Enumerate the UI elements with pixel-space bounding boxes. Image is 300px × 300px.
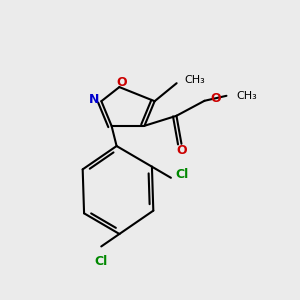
Text: Cl: Cl (94, 255, 108, 268)
Text: O: O (116, 76, 127, 88)
Text: CH₃: CH₃ (184, 75, 206, 85)
Text: O: O (176, 144, 187, 157)
Text: CH₃: CH₃ (236, 91, 257, 101)
Text: N: N (89, 93, 100, 106)
Text: Cl: Cl (175, 168, 188, 181)
Text: O: O (211, 92, 221, 105)
